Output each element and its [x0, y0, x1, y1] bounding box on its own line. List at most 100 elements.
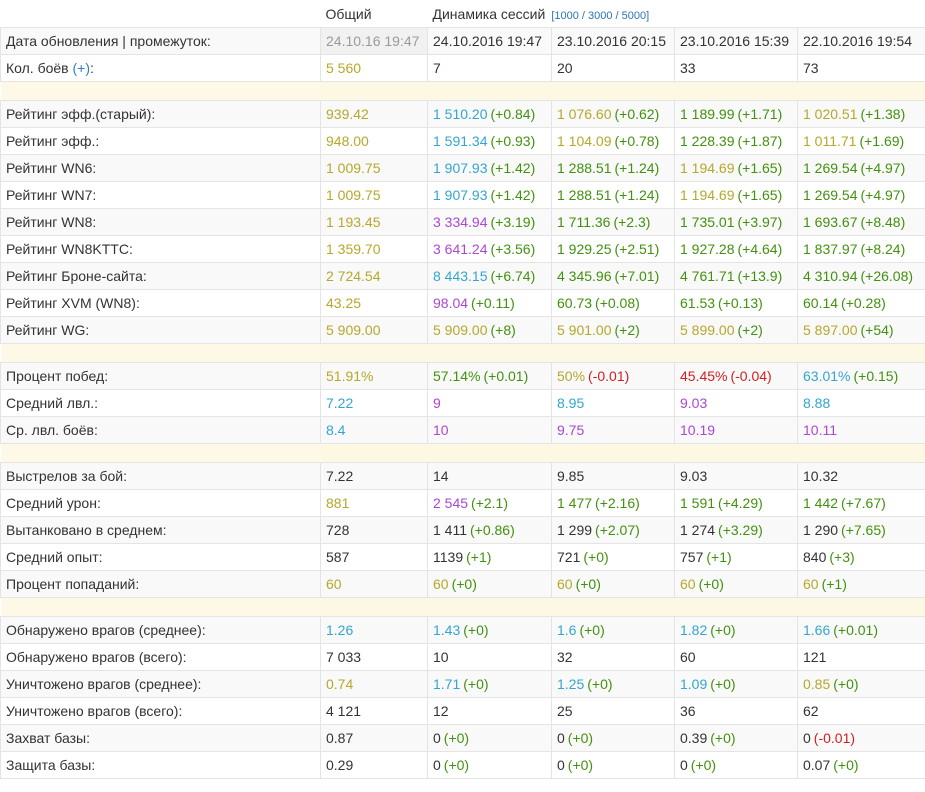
stat-value: 3 641.24 [433, 241, 488, 257]
stat-value: 1.09 [680, 676, 708, 692]
stat-row: Рейтинг WN7: 1 009.75 1 907.93 (+1.42) 1 288… [0, 181, 925, 209]
stat-value: 7.22 [326, 468, 354, 484]
stat-value: 1 591.34 [433, 133, 488, 149]
stat-label: Кол. боёв (+): [0, 54, 321, 82]
separator-cell [674, 443, 798, 463]
stat-value: 121 [803, 649, 827, 665]
stat-label-text: Обнаружено врагов (всего): [6, 649, 187, 665]
preset-3000-link[interactable]: 3000 [588, 9, 613, 22]
stat-label-text: Рейтинг WN8: [6, 214, 97, 230]
stat-row: Рейтинг XVM (WN8): 43.25 98.04 (+0.11) 60.73… [0, 289, 925, 317]
stat-value: 10.32 [803, 468, 839, 484]
stat-value: 0.39 [680, 730, 708, 746]
stat-session-cell: 9.75 [551, 416, 675, 444]
stat-total-cell: 8.4 [320, 416, 428, 444]
stat-total-cell: 939.42 [320, 100, 428, 128]
stat-value: 1.25 [557, 676, 585, 692]
stat-session-cell: 32 [551, 643, 675, 671]
separator-cell [320, 597, 428, 617]
stat-session-cell: 0 (-0.01) [796, 724, 925, 752]
stat-session-cell: 8.95 [551, 389, 675, 417]
separator-cell [797, 343, 925, 363]
stat-delta: (+0.28) [841, 295, 886, 311]
stat-session-cell: 9 [427, 389, 552, 417]
stat-total-cell: 1.26 [320, 616, 428, 644]
stat-session-cell: 1 837.97 (+8.24) [796, 235, 925, 263]
stat-value: 2 545 [433, 495, 469, 511]
stat-value: 7 033 [326, 649, 362, 665]
separator-cell [674, 81, 798, 101]
stat-value: 10.11 [803, 422, 837, 438]
stat-session-cell: 1 442 (+7.67) [796, 489, 925, 517]
stat-delta: (+4.97) [860, 187, 906, 203]
stat-label-text: Рейтинг WG: [6, 322, 90, 338]
stat-delta: (+7.67) [841, 495, 886, 511]
stat-label-text: Уничтожено врагов (среднее): [6, 676, 202, 692]
separator-cell [427, 81, 552, 101]
stat-label: Защита базы: [0, 751, 321, 779]
stat-session-cell: 5 901.00 (+2) [551, 316, 675, 344]
stat-delta: (+13.9) [737, 268, 783, 284]
stat-session-cell: 1 288.51 (+1.24) [551, 154, 675, 182]
section-separator [0, 343, 925, 363]
stat-label-text: Средний урон: [6, 495, 101, 511]
stat-value: 1139 [433, 549, 464, 565]
stat-session-cell: 1 194.69 (+1.65) [674, 181, 798, 209]
stat-label: Вытанковано в среднем: [0, 516, 321, 544]
stat-total-cell: 1 009.75 [320, 154, 428, 182]
stat-delta: (+0) [710, 622, 736, 638]
stat-total-cell: 1 193.45 [320, 208, 428, 236]
stat-value: 1 359.70 [326, 241, 381, 257]
stat-value: 1.82 [680, 622, 708, 638]
stat-session-cell: 1.09 (+0) [674, 670, 798, 698]
stat-value: 5 909.00 [433, 322, 488, 338]
stat-delta: (-0.04) [730, 368, 772, 384]
stat-label: Рейтинг XVM (WN8): [0, 289, 321, 317]
stat-value: 0.87 [326, 730, 354, 746]
stat-value: 12 [433, 703, 449, 719]
stat-delta: (+0.93) [490, 133, 536, 149]
stat-session-cell: 10 [427, 643, 552, 671]
stat-delta: (+0) [451, 576, 477, 592]
stat-delta: (+8.24) [860, 241, 906, 257]
stat-label-tail: : [90, 60, 94, 76]
stat-value: 9.03 [680, 395, 708, 411]
stat-delta: (+2.3) [613, 214, 651, 230]
stat-delta: (+1.42) [490, 187, 536, 203]
stat-label-text: Рейтинг WN6: [6, 160, 97, 176]
stat-delta: (+1.42) [490, 160, 536, 176]
stat-value: 9.85 [557, 468, 585, 484]
stat-session-cell: 60 (+0) [551, 570, 675, 598]
stat-session-cell: 1 591.34 (+0.93) [427, 127, 552, 155]
stat-delta: (+0.08) [595, 295, 640, 311]
stat-value: 948.00 [326, 133, 369, 149]
stat-label: Обнаружено врагов (всего): [0, 643, 321, 671]
stat-session-cell: 20 [551, 54, 675, 82]
stat-session-cell: 60 [674, 643, 798, 671]
stat-session-cell: 25 [551, 697, 675, 725]
stat-value: 7.22 [326, 395, 354, 411]
preset-separator: / [578, 9, 589, 22]
preset-1000-link[interactable]: [1000 [551, 9, 579, 22]
stat-total-cell: 881 [320, 489, 428, 517]
stat-label-text: Захват базы: [6, 730, 90, 746]
stat-value: 587 [326, 549, 350, 565]
stat-delta: (+1) [466, 549, 492, 565]
stat-label: Выстрелов за бой: [0, 462, 321, 490]
stat-value: 61.53 [680, 295, 716, 311]
stat-session-cell: 0.39 (+0) [674, 724, 798, 752]
stat-delta: (+0.01) [483, 368, 529, 384]
stat-session-cell: 0.07 (+0) [796, 751, 925, 779]
stat-value: 0 [433, 757, 441, 773]
add-battles-link[interactable]: (+) [72, 60, 91, 76]
stat-total-cell: 43.25 [320, 289, 428, 317]
stat-delta: (+1.24) [614, 160, 660, 176]
separator-cell [427, 343, 552, 363]
separator-cell [0, 597, 321, 617]
stat-delta: (-0.01) [813, 730, 856, 746]
stat-value: 51.91% [326, 368, 374, 384]
stat-delta: (+3.19) [490, 214, 536, 230]
stat-delta: (+54) [860, 322, 894, 338]
preset-5000-link[interactable]: 5000] [621, 9, 650, 22]
stat-row: Дата обновления | промежуток: 24.10.16 19… [0, 27, 925, 55]
